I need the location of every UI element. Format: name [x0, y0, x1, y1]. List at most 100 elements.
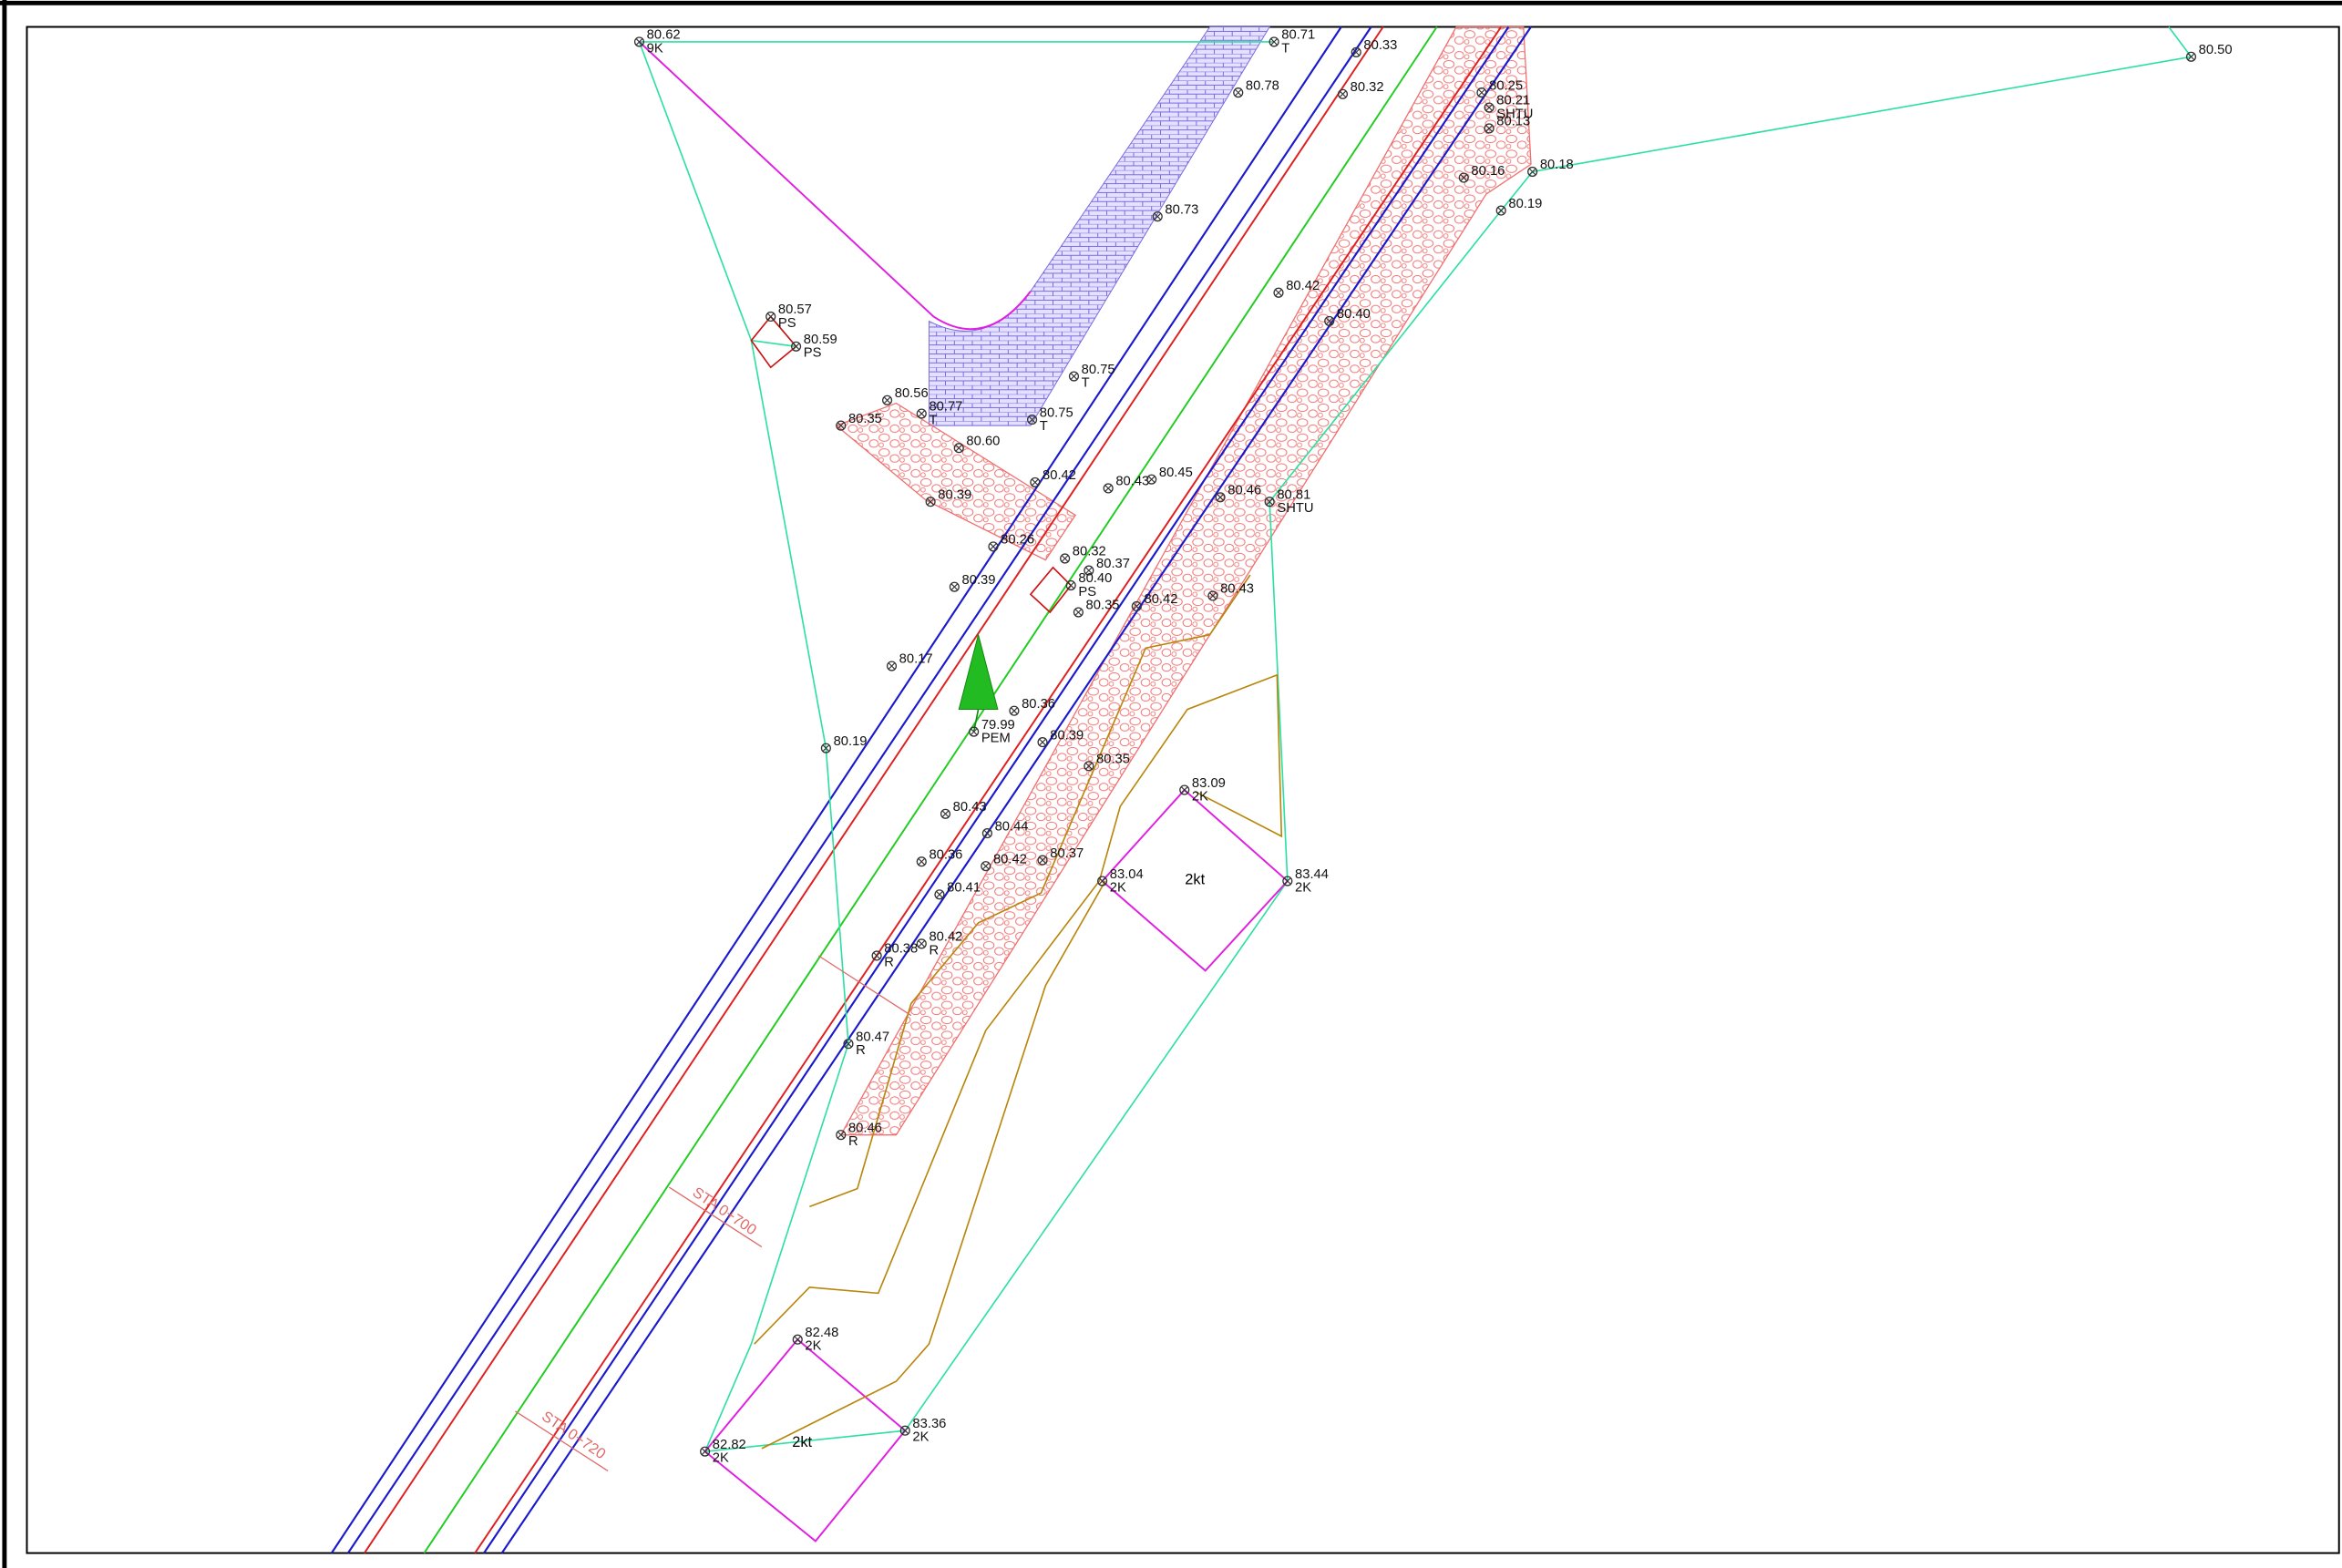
elevation-label: 80.44 [995, 819, 1029, 834]
elevation-label: 80.25 [1489, 78, 1523, 93]
point-marker [981, 861, 991, 872]
elevation-label: 80.18 [1540, 158, 1574, 172]
elevation-label: 80.50 [2199, 43, 2233, 57]
point-marker [1084, 761, 1094, 772]
point-code: R [884, 955, 894, 969]
elevation-label: 80.43 [1220, 582, 1254, 597]
survey-point: 80.77T [916, 400, 962, 427]
point-marker [1495, 205, 1506, 216]
survey-point: 80.45 [1146, 466, 1193, 485]
frame [26, 26, 2340, 1554]
point-cross [888, 662, 896, 671]
point-cross [981, 862, 990, 870]
point-cross [1460, 174, 1468, 182]
elevation-label: 80.45 [1159, 466, 1193, 480]
point-code: 2K [713, 1451, 729, 1466]
point-cross [935, 890, 943, 898]
point-marker [1269, 36, 1279, 47]
point-cross [1208, 591, 1217, 600]
point-marker [1146, 474, 1157, 485]
point-cross [918, 939, 926, 948]
point-marker [940, 808, 951, 819]
point-code: 2K [1110, 881, 1126, 896]
point-cross [701, 1448, 709, 1456]
survey-point: 80.42 [1131, 592, 1177, 612]
point-marker [916, 938, 927, 949]
point-marker [1351, 46, 1361, 57]
point-cross [794, 1336, 802, 1344]
elevation-label: 80.73 [1165, 202, 1198, 217]
point-cross [1234, 88, 1242, 97]
elevation-label: 83.09 [1192, 776, 1226, 791]
point-cross [918, 857, 926, 866]
point-marker [1264, 497, 1275, 507]
point-cross [635, 37, 643, 46]
elevation-label: 80.38 [884, 942, 918, 957]
elevation-label: 80.56 [895, 386, 929, 401]
point-cross [989, 542, 997, 550]
point-code: R [929, 943, 939, 958]
point-cross [1061, 554, 1069, 563]
point-cross [1028, 415, 1036, 424]
survey-point: 80.35 [836, 412, 882, 431]
point-cross [837, 1131, 845, 1139]
elevation-label: 80.35 [1096, 753, 1130, 767]
survey-point: 80.42 [981, 852, 1027, 872]
survey-point: 80.78 [1233, 78, 1279, 98]
point-marker [1026, 415, 1038, 425]
point-cross [1074, 608, 1083, 617]
point-cross [1485, 124, 1494, 132]
survey-point: 80.39 [949, 573, 996, 592]
point-marker [949, 581, 960, 592]
point-marker [791, 341, 802, 352]
elevation-label: 80.37 [1096, 557, 1130, 571]
point-marker [1273, 287, 1284, 298]
point-cross [1497, 207, 1505, 215]
point-marker [1527, 166, 1538, 178]
point-code: R [848, 1134, 858, 1149]
survey-point: 80.50 [2185, 43, 2233, 62]
survey-point: 80.73 [1152, 202, 1198, 222]
survey-point: 80.25 [1476, 78, 1523, 98]
point-cross [1084, 762, 1093, 770]
point-marker [1084, 565, 1094, 576]
elevation-label: 80.36 [929, 847, 962, 862]
elevation-label: 80.39 [962, 573, 996, 588]
point-cross [1339, 90, 1347, 98]
station-ticks [515, 955, 912, 1472]
point-marker [1233, 87, 1244, 98]
point-marker [1131, 600, 1142, 612]
point-cross [1133, 602, 1141, 610]
elevation-label: 80.43 [953, 800, 987, 815]
elevation-label: 80.33 [1363, 38, 1397, 53]
point-code: PS [778, 316, 796, 331]
point-cross [941, 810, 950, 818]
point-marker [1037, 855, 1048, 866]
point-cross [955, 444, 963, 452]
point-marker [2185, 51, 2197, 62]
point-marker [765, 311, 776, 323]
point-marker [836, 420, 847, 431]
point-marker [882, 395, 893, 405]
point-cross [1039, 856, 1047, 865]
point-code: 9K [647, 41, 663, 56]
point-marker [916, 856, 927, 867]
point-cross [1528, 168, 1536, 176]
point-marker [1103, 483, 1114, 494]
survey-point: 80.40 [1324, 307, 1371, 326]
tree [958, 632, 999, 733]
point-cross [2187, 53, 2195, 61]
contour-lines [754, 574, 1283, 1450]
point-marker [981, 828, 992, 839]
survey-point: 80.47R [843, 1030, 889, 1058]
elevation-label: 82.82 [713, 1438, 746, 1452]
elevation-label: 80.42 [1043, 468, 1076, 483]
elevation-label: 80.26 [1001, 533, 1034, 548]
survey-point: 80.60 [953, 434, 1000, 454]
point-marker [1215, 492, 1226, 503]
point-code: 2K [1192, 790, 1208, 804]
point-cross [1352, 48, 1361, 56]
